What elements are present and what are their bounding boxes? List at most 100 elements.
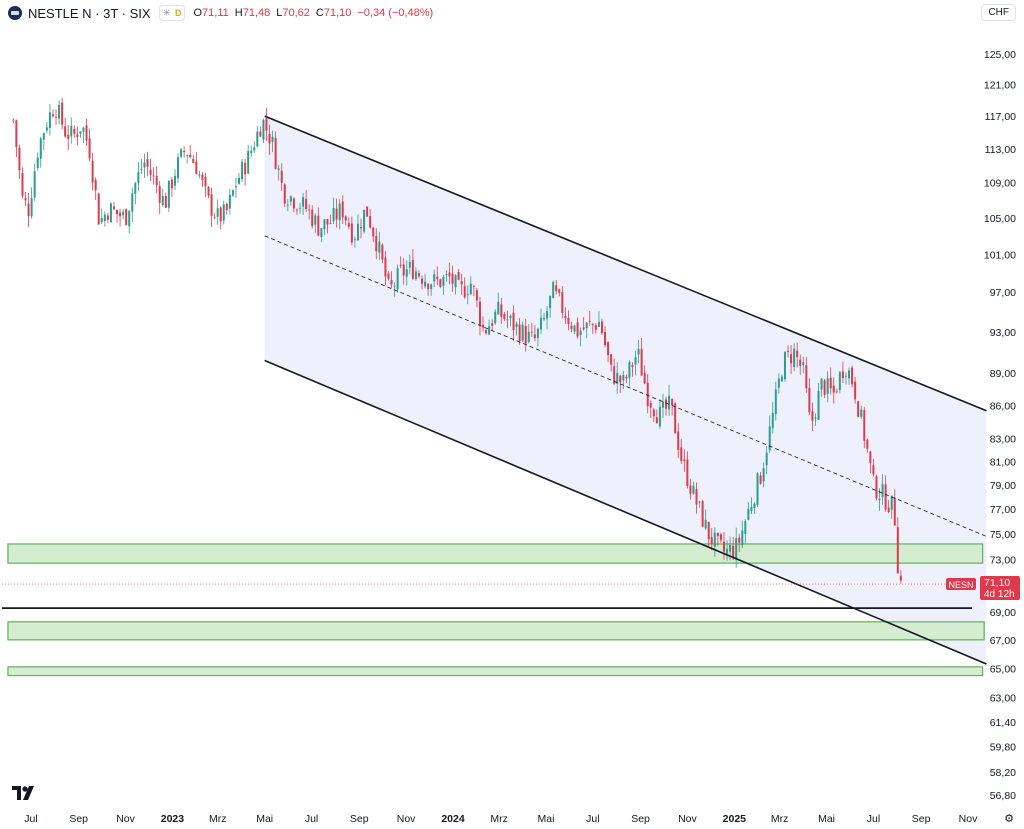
candle-body xyxy=(750,506,753,511)
candle-body xyxy=(67,134,70,139)
channel-fill xyxy=(264,116,987,664)
candle-body xyxy=(655,417,658,424)
candle-body xyxy=(85,125,88,141)
candle-body xyxy=(424,281,427,287)
candle-body xyxy=(320,227,323,238)
candle-body xyxy=(851,367,854,385)
candle-body xyxy=(30,197,33,217)
session-badge[interactable]: ✳ D xyxy=(158,5,186,21)
candle-body xyxy=(704,519,707,529)
candle-body xyxy=(567,317,570,325)
gear-icon[interactable]: ⚙ xyxy=(1004,813,1014,825)
regression-channel xyxy=(264,116,987,664)
candle-body xyxy=(600,321,603,334)
candle-body xyxy=(234,186,237,188)
candle-body xyxy=(27,203,30,217)
candle-body xyxy=(722,541,725,552)
channel-upper-line xyxy=(264,115,987,412)
y-tick-label: 56,80 xyxy=(990,790,1016,802)
x-tick-label: Nov xyxy=(678,813,697,825)
candle-body xyxy=(256,131,259,147)
y-tick-label: 105,00 xyxy=(984,213,1016,225)
candle-body xyxy=(427,283,430,290)
y-tick-label: 121,00 xyxy=(984,80,1016,92)
candle-body xyxy=(506,319,509,321)
candle-body xyxy=(747,508,750,520)
candle-body xyxy=(158,186,161,203)
candle-body xyxy=(369,216,372,228)
change-value: −0,34 (−0,48%) xyxy=(357,7,434,19)
candle-body xyxy=(378,241,381,253)
candle-body xyxy=(216,208,219,217)
candle-body xyxy=(768,426,771,451)
candle-body xyxy=(640,348,643,376)
candle-body xyxy=(213,216,216,218)
candle-body xyxy=(299,207,302,209)
x-tick-label: Nov xyxy=(116,813,135,825)
y-tick-label: 89,00 xyxy=(990,368,1016,380)
candle-body xyxy=(579,330,582,336)
candle-body xyxy=(274,138,277,169)
time-axis[interactable]: Jul Sep Nov 2023 Mrz Mai Jul Sep Nov 2024 Mrz Mai Ju… xyxy=(24,813,978,825)
candle-body xyxy=(558,289,561,293)
candles xyxy=(12,97,902,584)
y-tick-label: 113,00 xyxy=(985,144,1016,156)
y-tick-label: 65,00 xyxy=(990,663,1016,675)
symbol-title[interactable]: NESTLE N · 3T · SIX xyxy=(28,5,151,21)
candle-body xyxy=(564,315,567,319)
candle-body xyxy=(390,280,393,285)
candle-body xyxy=(832,385,835,393)
candle-body xyxy=(588,321,591,323)
candle-body xyxy=(811,411,814,421)
support-zone-3 xyxy=(7,666,984,677)
price-axis[interactable]: 125,00 121,00 117,00 113,00 109,00 105,00 101,… xyxy=(984,49,1016,802)
candle-body xyxy=(866,439,869,449)
candle-body xyxy=(899,575,902,581)
last-price-badge xyxy=(980,576,1020,601)
candle-body xyxy=(790,353,793,364)
candle-body xyxy=(594,325,597,330)
x-tick-label: Mai xyxy=(256,813,273,825)
last-price-value: 71,10 xyxy=(984,577,1010,589)
x-tick-label: Mai xyxy=(538,813,555,825)
candle-body xyxy=(774,389,777,415)
last-price-symbol: NESN xyxy=(948,580,973,590)
candle-body xyxy=(515,323,518,328)
candle-body xyxy=(42,133,45,140)
y-tick-label: 63,00 xyxy=(990,693,1016,705)
x-tick-label: Jul xyxy=(24,813,37,825)
candle-body xyxy=(375,236,378,252)
candle-body xyxy=(454,275,457,288)
candle-body xyxy=(125,209,128,225)
candle-body xyxy=(787,350,790,352)
candle-body xyxy=(628,361,631,378)
candle-body xyxy=(51,114,54,117)
candle-body xyxy=(317,215,320,236)
candle-body xyxy=(344,216,347,221)
candle-body xyxy=(460,281,463,285)
candle-body xyxy=(753,503,756,509)
y-tick-label: 58,20 xyxy=(990,767,1016,779)
candle-body xyxy=(643,372,646,384)
candle-body xyxy=(326,219,329,225)
candle-body xyxy=(671,398,674,406)
x-tick-label: Jul xyxy=(586,813,599,825)
candle-body xyxy=(149,169,152,175)
currency-button[interactable]: CHF xyxy=(981,4,1016,21)
candle-body xyxy=(143,162,146,168)
candle-body xyxy=(665,399,668,409)
candle-body xyxy=(259,131,262,137)
candle-body xyxy=(893,497,896,526)
tradingview-logo-icon[interactable] xyxy=(12,786,36,800)
candle-body xyxy=(268,134,271,144)
candle-body xyxy=(283,184,286,204)
candle-body xyxy=(802,362,805,366)
candle-body xyxy=(466,294,469,296)
candle-body xyxy=(76,134,79,137)
candle-body xyxy=(469,283,472,295)
y-tick-label: 69,00 xyxy=(990,607,1016,619)
candle-body xyxy=(82,127,85,132)
candle-body xyxy=(555,285,558,292)
candle-body xyxy=(262,119,265,140)
